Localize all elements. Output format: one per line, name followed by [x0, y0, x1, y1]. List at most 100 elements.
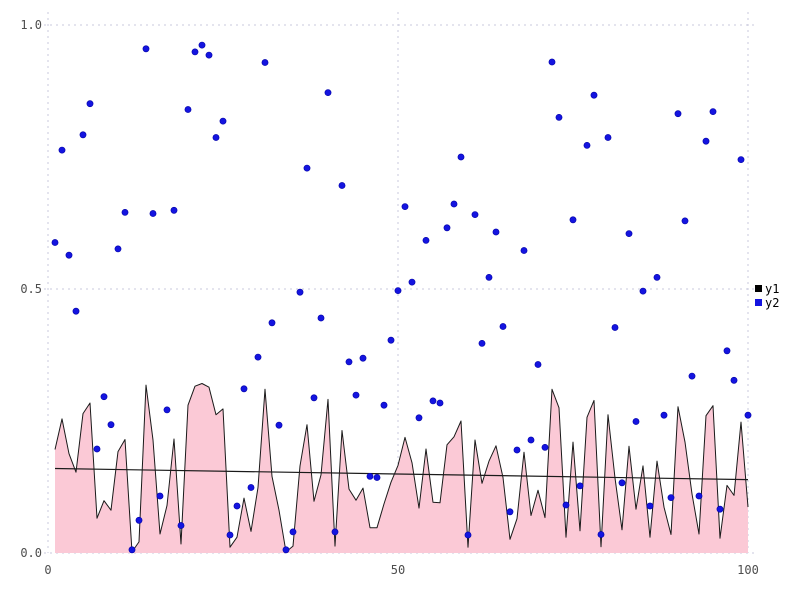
scatter-point [198, 41, 206, 49]
scatter-point [303, 164, 311, 172]
scatter-point [429, 397, 437, 405]
scatter-point [709, 108, 717, 115]
scatter-point [219, 117, 227, 125]
scatter-point [527, 436, 535, 444]
scatter-point [611, 324, 619, 331]
scatter-point [471, 211, 479, 218]
scatter-point [660, 411, 668, 419]
scatter-point [604, 134, 612, 141]
legend-entry-y1: y1 [755, 282, 779, 295]
area-fill-y1 [55, 383, 748, 553]
scatter-series-y2 [51, 41, 752, 554]
scatter-point [485, 273, 493, 281]
scatter-point [513, 446, 521, 454]
scatter-point [72, 307, 80, 315]
legend: y1 y2 [755, 282, 779, 309]
scatter-point [716, 505, 724, 513]
scatter-point [730, 376, 738, 384]
scatter-point [646, 502, 654, 510]
scatter-point [744, 411, 752, 419]
scatter-point [415, 414, 423, 422]
scatter-point [352, 391, 360, 399]
scatter-point [457, 153, 465, 161]
scatter-point [394, 287, 402, 294]
scatter-point [247, 484, 255, 491]
scatter-point [569, 216, 577, 224]
scatter-point [408, 278, 416, 286]
scatter-point [723, 347, 731, 355]
trend-line [54, 467, 749, 481]
area-series-y1 [54, 383, 749, 553]
scatter-point [128, 546, 136, 554]
scatter-point [79, 131, 87, 139]
scatter-point [373, 474, 381, 481]
scatter-point [114, 245, 122, 253]
scatter-point [401, 203, 409, 210]
scatter-point [212, 134, 220, 141]
scatter-point [156, 492, 164, 500]
x-tick-label: 50 [391, 563, 405, 577]
scatter-point [149, 210, 157, 217]
scatter-point [464, 531, 472, 539]
scatter-point [289, 528, 297, 536]
y-tick-label: 0.5 [20, 282, 42, 296]
scatter-point [65, 251, 73, 259]
scatter-point [170, 206, 178, 214]
scatter-point [254, 353, 262, 361]
scatter-point [163, 406, 171, 414]
scatter-point [135, 516, 143, 524]
scatter-point [583, 141, 591, 149]
scatter-point [688, 372, 696, 380]
scatter-point [240, 385, 248, 393]
scatter-point [359, 354, 367, 362]
scatter-point [233, 502, 241, 510]
scatter-point [317, 314, 325, 322]
scatter-point [590, 91, 598, 99]
y-tick-label: 1.0 [20, 18, 42, 32]
scatter-point [296, 288, 304, 296]
x-tick-label: 0 [44, 563, 51, 577]
scatter-point [338, 182, 346, 189]
scatter-point [702, 137, 710, 145]
scatter-point [387, 336, 395, 344]
scatter-point [520, 247, 528, 254]
scatter-point [191, 48, 199, 56]
scatter-point [695, 492, 703, 500]
scatter-point [450, 200, 458, 208]
scatter-point [268, 319, 276, 327]
scatter-point [737, 156, 745, 163]
legend-label-y1: y1 [765, 281, 780, 296]
legend-entry-y2: y2 [755, 296, 779, 309]
scatter-point [576, 482, 584, 490]
scatter-point [58, 146, 66, 154]
scatter-point [226, 531, 234, 539]
scatter-point [506, 508, 514, 516]
scatter-point [422, 236, 430, 244]
scatter-point [639, 287, 647, 295]
scatter-point [653, 273, 661, 281]
scatter-point [121, 208, 129, 216]
scatter-point [625, 230, 633, 237]
scatter-point [282, 546, 290, 554]
scatter-point [93, 445, 101, 453]
scatter-point [597, 531, 605, 538]
scatter-point [534, 361, 542, 368]
scatter-point [345, 358, 353, 366]
scatter-point [541, 443, 549, 451]
scatter-point [86, 100, 94, 108]
axis-tick-labels: 0.0 0.5 1.0 0 50 100 [20, 18, 759, 577]
scatter-point [142, 45, 150, 53]
scatter-point [499, 323, 507, 330]
scatter-point [100, 393, 108, 401]
scatter-point [443, 224, 451, 232]
scatter-point [436, 399, 444, 407]
scatter-point [681, 217, 689, 225]
scatter-point [51, 239, 59, 246]
scatter-point [205, 51, 213, 59]
scatter-point [492, 228, 500, 236]
scatter-point [324, 89, 332, 96]
scatter-point [107, 421, 115, 429]
scatter-point [310, 394, 318, 402]
